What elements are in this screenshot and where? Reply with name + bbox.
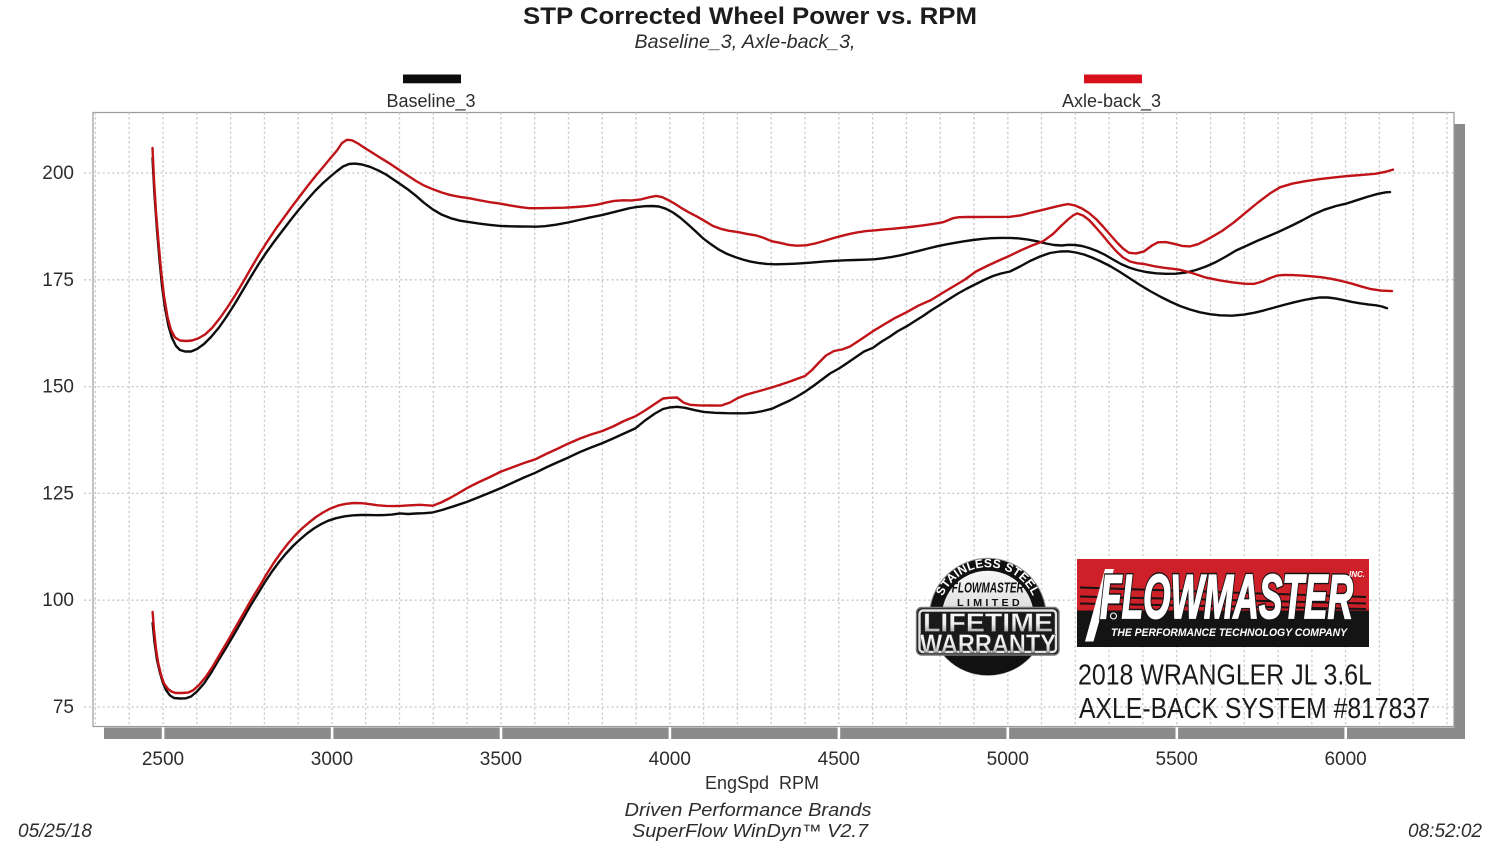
- svg-text:2018 WRANGLER JL 3.6L: 2018 WRANGLER JL 3.6L: [1078, 660, 1372, 692]
- svg-text:100: 100: [42, 590, 74, 611]
- svg-text:5500: 5500: [1156, 749, 1198, 770]
- svg-text:FLOWMASTER: FLOWMASTER: [1100, 563, 1353, 632]
- svg-text:Baseline_3, Axle-back_3,: Baseline_3, Axle-back_3,: [635, 32, 856, 53]
- svg-text:Baseline_3: Baseline_3: [386, 91, 475, 112]
- svg-text:08:52:02: 08:52:02: [1408, 821, 1482, 842]
- svg-text:EngSpd RPM: EngSpd RPM: [705, 773, 819, 793]
- svg-text:3500: 3500: [480, 749, 522, 770]
- svg-text:5000: 5000: [987, 749, 1029, 770]
- svg-text:4000: 4000: [649, 749, 691, 770]
- svg-text:2500: 2500: [142, 749, 184, 770]
- svg-text:STP Corrected Wheel Power vs.: STP Corrected Wheel Power vs. RPM: [523, 3, 977, 30]
- svg-text:AXLE-BACK SYSTEM #817837: AXLE-BACK SYSTEM #817837: [1079, 693, 1430, 725]
- svg-text:200: 200: [42, 163, 74, 184]
- svg-text:LIMITED: LIMITED: [957, 598, 1023, 609]
- svg-text:FLOWMASTER: FLOWMASTER: [952, 581, 1024, 597]
- svg-text:6000: 6000: [1324, 749, 1366, 770]
- svg-text:LIFETIME: LIFETIME: [923, 608, 1053, 638]
- svg-text:THE PERFORMANCE TECHNOLOGY COM: THE PERFORMANCE TECHNOLOGY COMPANY: [1111, 627, 1348, 639]
- svg-text:INC.: INC.: [1349, 570, 1365, 579]
- svg-text:175: 175: [42, 270, 74, 291]
- svg-text:Axle-back_3: Axle-back_3: [1062, 91, 1161, 112]
- svg-text:125: 125: [42, 483, 74, 504]
- svg-text:FLOWMASTER: FLOWMASTER: [1100, 563, 1353, 632]
- svg-text:4500: 4500: [818, 749, 860, 770]
- svg-text:05/25/18: 05/25/18: [18, 821, 92, 842]
- svg-text:WARRANTY: WARRANTY: [920, 629, 1056, 659]
- svg-text:75: 75: [53, 697, 74, 718]
- svg-text:Driven Performance Brands: Driven Performance Brands: [625, 800, 872, 820]
- svg-text:SuperFlow WinDyn™ V2.7: SuperFlow WinDyn™ V2.7: [632, 821, 869, 841]
- svg-text:150: 150: [42, 377, 74, 398]
- svg-text:3000: 3000: [311, 749, 353, 770]
